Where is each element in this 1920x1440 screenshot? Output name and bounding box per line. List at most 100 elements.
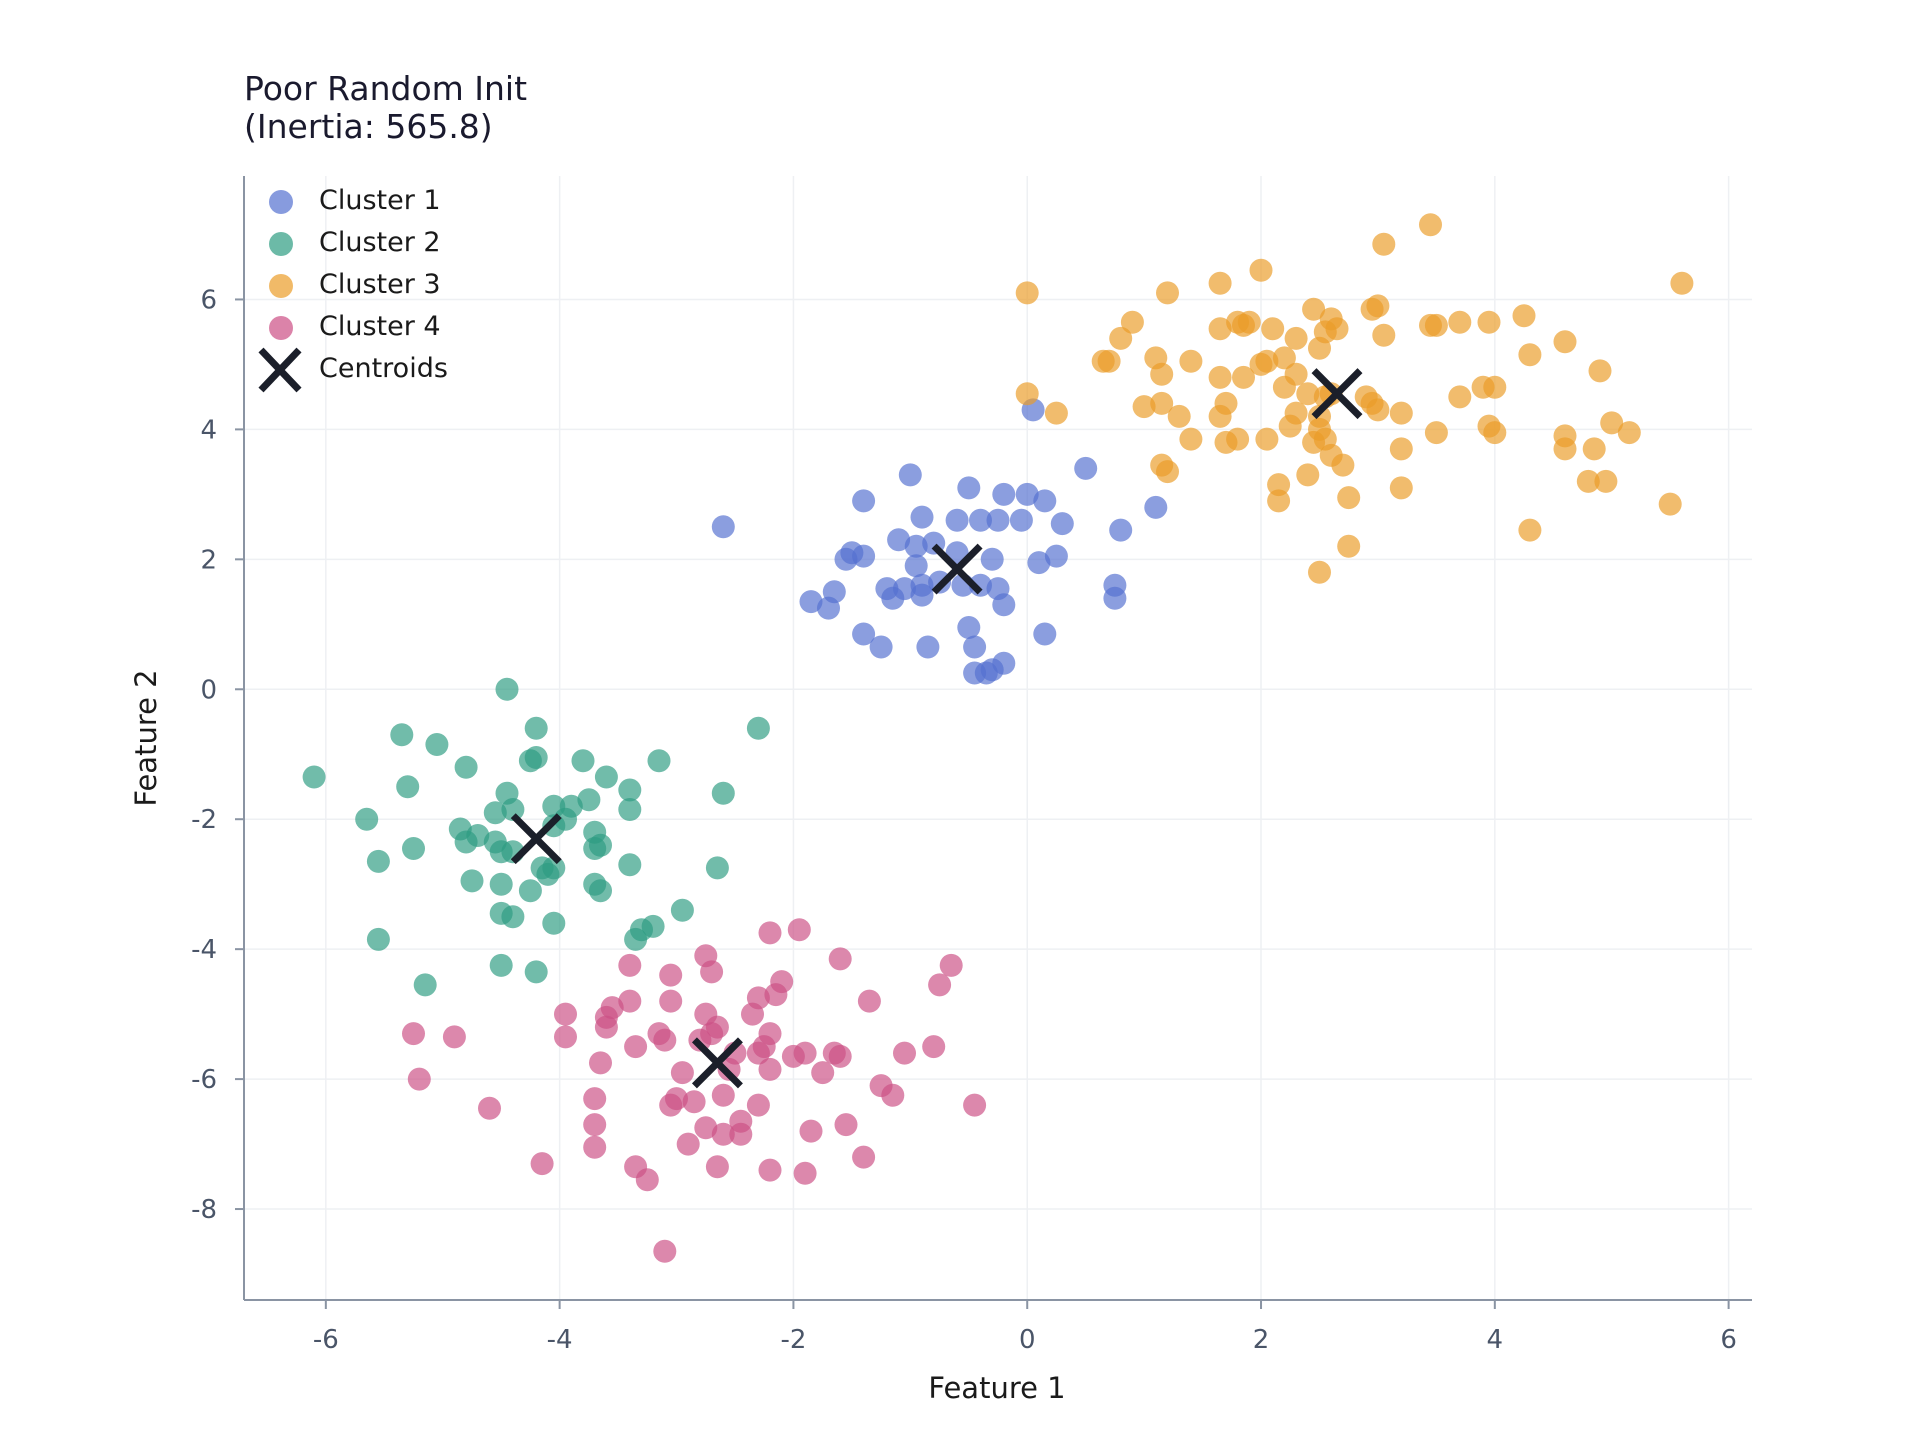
data-point-cluster-1 <box>711 515 735 539</box>
data-point-cluster-3 <box>1150 362 1174 386</box>
data-point-cluster-3 <box>1477 310 1501 334</box>
data-point-cluster-1 <box>869 635 893 659</box>
data-point-cluster-3 <box>1424 421 1448 445</box>
data-point-cluster-3 <box>1272 375 1296 399</box>
data-point-cluster-3 <box>1389 437 1413 461</box>
data-point-cluster-3 <box>1372 323 1396 347</box>
data-point-cluster-1 <box>992 482 1016 506</box>
data-point-cluster-2 <box>589 879 612 903</box>
data-point-cluster-4 <box>811 1061 835 1085</box>
data-point-cluster-2 <box>577 788 601 812</box>
data-point-cluster-1 <box>852 622 876 646</box>
data-point-cluster-3 <box>1232 313 1255 337</box>
data-point-cluster-3 <box>1319 382 1343 406</box>
data-point-cluster-3 <box>1617 421 1641 445</box>
x-axis-title: Feature 1 <box>928 1371 1065 1405</box>
data-point-cluster-1 <box>887 528 911 552</box>
data-point-cluster-2 <box>583 837 607 860</box>
data-point-cluster-3 <box>1208 404 1232 428</box>
data-point-cluster-3 <box>1512 304 1536 328</box>
legend-label-cluster-3: Cluster 3 <box>319 269 441 300</box>
data-point-cluster-4 <box>688 1028 712 1052</box>
data-point-cluster-3 <box>1302 297 1326 321</box>
data-point-cluster-4 <box>746 1041 770 1065</box>
data-point-cluster-3 <box>1658 492 1682 516</box>
data-point-cluster-3 <box>1419 213 1442 237</box>
data-point-cluster-4 <box>799 1119 823 1143</box>
data-point-cluster-1 <box>957 476 981 500</box>
data-point-cluster-2 <box>571 749 595 773</box>
data-point-cluster-3 <box>1518 343 1542 367</box>
data-point-cluster-3 <box>1448 385 1472 409</box>
data-point-cluster-2 <box>454 755 478 779</box>
x-tick-label: 6 <box>1720 1325 1737 1355</box>
data-point-cluster-4 <box>922 1035 946 1059</box>
data-point-cluster-3 <box>1167 404 1191 428</box>
legend-marker-centroids <box>258 347 302 393</box>
data-point-cluster-4 <box>583 1087 607 1111</box>
data-point-cluster-3 <box>1015 382 1039 406</box>
data-point-cluster-4 <box>583 1135 607 1159</box>
data-point-cluster-4 <box>787 918 811 942</box>
y-tick-label: 2 <box>200 545 217 575</box>
data-point-cluster-4 <box>670 1061 694 1085</box>
data-point-cluster-3 <box>1015 281 1039 305</box>
data-point-cluster-1 <box>957 616 981 639</box>
data-point-cluster-1 <box>904 554 928 578</box>
data-point-cluster-3 <box>1109 326 1133 350</box>
data-point-cluster-4 <box>758 1057 782 1081</box>
centroid-marker <box>510 813 562 865</box>
x-tick-label: -2 <box>780 1325 806 1355</box>
data-point-cluster-3 <box>1553 437 1577 461</box>
data-point-cluster-3 <box>1156 460 1179 484</box>
data-point-cluster-3 <box>1261 317 1285 341</box>
legend: Cluster 1 Cluster 2 Cluster 3 Cluster 4 … <box>258 185 448 393</box>
data-point-cluster-4 <box>758 1158 782 1182</box>
data-point-cluster-4 <box>554 1025 577 1049</box>
data-point-cluster-1 <box>898 463 922 487</box>
data-point-cluster-4 <box>653 1239 677 1263</box>
data-point-cluster-2 <box>366 849 390 873</box>
data-point-cluster-4 <box>700 960 724 984</box>
data-point-cluster-2 <box>402 837 425 860</box>
data-point-cluster-1 <box>1027 551 1051 575</box>
data-point-cluster-1 <box>1015 482 1039 506</box>
data-point-cluster-4 <box>530 1152 554 1176</box>
y-tick-label: -6 <box>191 1065 217 1095</box>
data-point-cluster-3 <box>1179 349 1203 373</box>
data-point-cluster-2 <box>501 905 525 929</box>
data-points <box>302 213 1694 1263</box>
legend-label-centroids: Centroids <box>319 353 448 384</box>
y-tick-label: 4 <box>200 415 217 445</box>
data-point-cluster-2 <box>495 677 519 701</box>
x-tick-label: 2 <box>1253 1325 1270 1355</box>
data-point-cluster-1 <box>1144 495 1168 519</box>
data-point-cluster-4 <box>852 1145 876 1169</box>
data-point-cluster-1 <box>817 596 840 620</box>
data-point-cluster-1 <box>992 651 1016 675</box>
data-point-cluster-2 <box>518 879 542 903</box>
data-point-cluster-4 <box>793 1041 817 1065</box>
data-point-cluster-3 <box>1120 310 1144 334</box>
centroid-marker <box>1311 368 1363 420</box>
data-point-cluster-3 <box>1249 258 1273 282</box>
y-axis-title: Feature 2 <box>129 669 163 806</box>
data-point-cluster-2 <box>647 749 671 773</box>
chart-title-line-2: (Inertia: 565.8) <box>244 107 493 146</box>
y-tick-label: 0 <box>200 675 217 705</box>
data-point-cluster-3 <box>1331 453 1355 477</box>
data-point-cluster-3 <box>1214 430 1238 454</box>
data-point-cluster-4 <box>442 1025 466 1049</box>
data-point-cluster-4 <box>705 1155 729 1179</box>
data-point-cluster-1 <box>1033 622 1057 646</box>
data-point-cluster-4 <box>793 1161 817 1185</box>
data-point-cluster-4 <box>618 989 642 1013</box>
data-point-cluster-3 <box>1366 294 1390 318</box>
data-point-cluster-2 <box>413 973 437 997</box>
data-point-cluster-2 <box>542 911 566 935</box>
centroid-markers <box>510 368 1363 1089</box>
data-point-cluster-2 <box>524 960 548 984</box>
data-point-cluster-2 <box>366 927 390 951</box>
data-point-cluster-3 <box>1389 476 1413 500</box>
